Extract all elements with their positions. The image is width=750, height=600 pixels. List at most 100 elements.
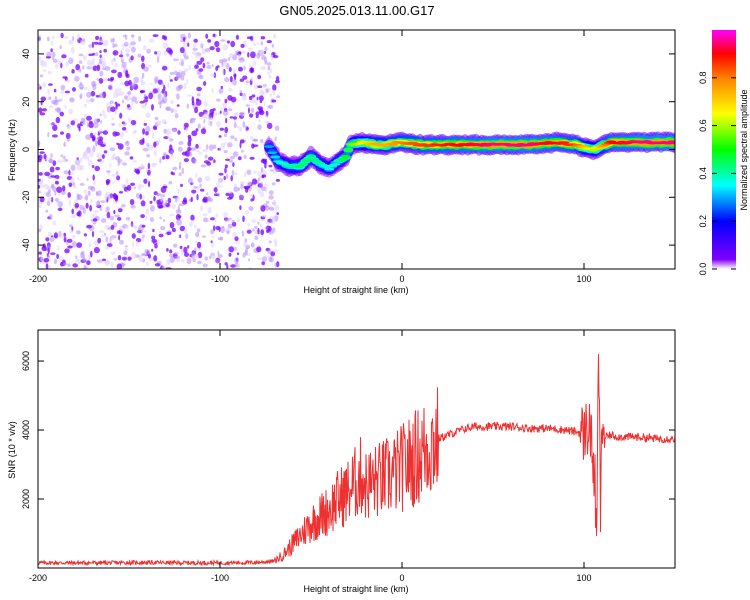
- noise-speckle: [38, 35, 42, 42]
- noise-speckle: [168, 180, 173, 185]
- noise-speckle: [117, 87, 122, 93]
- noise-speckle: [87, 254, 91, 261]
- noise-speckle: [224, 98, 228, 104]
- noise-speckle: [214, 259, 221, 263]
- noise-speckle: [213, 225, 216, 232]
- noise-speckle: [149, 217, 155, 223]
- noise-speckle: [63, 236, 67, 243]
- noise-speckle: [45, 209, 49, 213]
- noise-speckle: [251, 98, 256, 104]
- noise-speckle: [196, 228, 201, 233]
- noise-speckle: [112, 180, 115, 185]
- noise-speckle: [227, 197, 233, 200]
- noise-speckle: [188, 177, 193, 184]
- noise-speckle: [140, 200, 146, 207]
- noise-speckle: [249, 156, 255, 160]
- noise-speckle: [93, 122, 99, 129]
- noise-speckle: [87, 160, 93, 167]
- noise-speckle: [143, 178, 148, 184]
- noise-speckle: [245, 244, 251, 249]
- noise-speckle: [109, 100, 114, 104]
- noise-speckle: [239, 194, 244, 201]
- noise-speckle: [191, 189, 197, 194]
- noise-speckle: [82, 118, 86, 125]
- noise-speckle: [207, 119, 210, 126]
- noise-speckle: [117, 71, 123, 79]
- noise-speckle: [194, 106, 199, 114]
- noise-speckle: [257, 228, 260, 235]
- noise-speckle: [124, 151, 130, 156]
- noise-speckle: [250, 135, 254, 140]
- noise-speckle: [86, 224, 92, 229]
- noise-speckle: [148, 180, 151, 188]
- noise-speckle: [240, 111, 245, 117]
- noise-speckle: [110, 261, 114, 268]
- noise-speckle: [190, 117, 197, 121]
- noise-speckle: [100, 200, 106, 204]
- noise-speckle: [78, 68, 82, 73]
- noise-speckle: [160, 101, 167, 104]
- noise-speckle: [79, 182, 85, 186]
- noise-speckle: [92, 179, 96, 186]
- noise-speckle: [138, 35, 142, 42]
- noise-speckle: [202, 263, 208, 268]
- noise-speckle: [195, 53, 201, 59]
- noise-speckle: [69, 229, 74, 234]
- noise-speckle: [53, 232, 59, 239]
- noise-speckle: [134, 168, 140, 174]
- noise-speckle: [235, 112, 239, 116]
- noise-speckle: [109, 147, 116, 152]
- noise-speckle: [202, 62, 206, 69]
- snr-y-tick-label: 6000: [21, 351, 31, 371]
- noise-speckle: [87, 185, 94, 190]
- noise-speckle: [220, 39, 226, 42]
- snr-x-tick-label: 100: [576, 573, 591, 583]
- noise-speckle: [218, 88, 224, 94]
- noise-speckle: [91, 164, 95, 169]
- noise-speckle: [170, 108, 174, 113]
- noise-speckle: [189, 222, 193, 227]
- noise-speckle: [200, 164, 207, 168]
- noise-speckle: [99, 230, 105, 234]
- noise-speckle: [266, 122, 273, 130]
- noise-speckle: [240, 43, 245, 49]
- noise-speckle: [272, 227, 276, 233]
- noise-speckle: [239, 92, 243, 96]
- noise-speckle: [230, 135, 235, 140]
- noise-speckle: [85, 134, 92, 140]
- noise-speckle: [65, 132, 71, 140]
- noise-speckle: [165, 106, 170, 111]
- noise-speckle: [214, 186, 218, 193]
- noise-speckle: [183, 122, 189, 128]
- noise-speckle: [211, 88, 214, 94]
- noise-speckle: [60, 84, 66, 91]
- spectrogram-x-tick-label: 100: [576, 274, 591, 284]
- noise-speckle: [252, 228, 255, 232]
- noise-speckle: [90, 90, 96, 97]
- noise-speckle: [174, 251, 181, 255]
- noise-speckle: [248, 107, 250, 114]
- noise-speckle: [89, 204, 92, 212]
- noise-speckle: [158, 138, 161, 143]
- noise-speckle: [82, 65, 85, 70]
- noise-speckle: [238, 51, 242, 54]
- noise-speckle: [204, 256, 208, 261]
- ridge-segment: [309, 158, 319, 161]
- noise-speckle: [229, 75, 233, 83]
- noise-speckle: [176, 195, 180, 202]
- noise-speckle: [177, 130, 181, 135]
- noise-speckle: [96, 153, 103, 160]
- noise-speckle: [243, 154, 247, 159]
- noise-speckle: [125, 73, 130, 79]
- noise-speckle: [195, 232, 200, 237]
- noise-speckle: [208, 144, 214, 151]
- noise-speckle: [267, 65, 271, 71]
- noise-speckle: [71, 208, 74, 215]
- noise-speckle: [119, 239, 124, 245]
- noise-speckle: [224, 158, 231, 161]
- spectrogram-y-tick-label: -20: [21, 191, 31, 204]
- noise-speckle: [226, 264, 229, 269]
- noise-speckle: [126, 184, 132, 191]
- noise-speckle: [198, 111, 204, 117]
- noise-speckle: [232, 232, 237, 238]
